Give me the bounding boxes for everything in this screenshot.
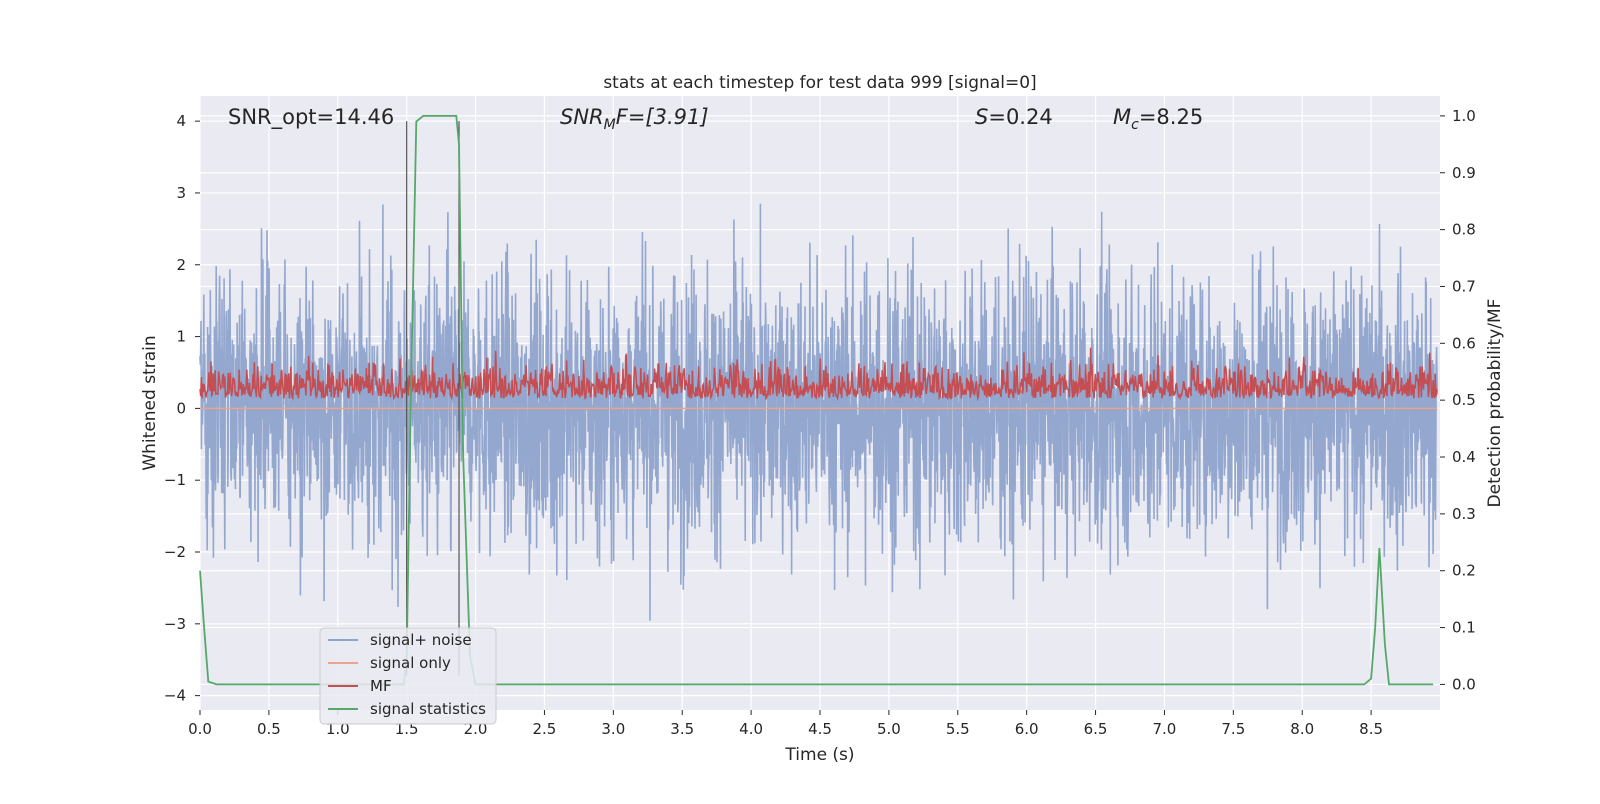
legend-label-signal-statistics: signal statistics xyxy=(370,700,486,718)
y-tick-label-5: −1 xyxy=(164,471,186,489)
x-tick-label-9: 4.5 xyxy=(808,720,832,738)
mc-annotation: Mc=8.25 xyxy=(1113,105,1203,133)
x-tick-label-1: 0.5 xyxy=(257,720,281,738)
mc-value: =8.25 xyxy=(1139,105,1203,129)
legend-label-mf: MF xyxy=(370,677,392,695)
snr-mf-rest: F=[3.91] xyxy=(616,105,709,129)
y2-tick-label-1: 0.9 xyxy=(1452,164,1476,182)
x-tick-label-6: 3.0 xyxy=(601,720,625,738)
y-tick-label-4: 0 xyxy=(176,399,186,417)
snr-mf-annotation: SNRMF=[3.91] xyxy=(560,105,709,133)
y2-tick-label-9: 0.1 xyxy=(1452,619,1476,637)
x-axis-label: Time (s) xyxy=(784,745,854,765)
y-axis-label: Whitened strain xyxy=(140,335,160,470)
x-tick-label-15: 7.5 xyxy=(1221,720,1245,738)
y-tick-label-8: −4 xyxy=(164,687,186,705)
s-annotation: S=0.24 xyxy=(975,105,1053,129)
x-tick-label-11: 5.5 xyxy=(946,720,970,738)
x-tick-label-16: 8.0 xyxy=(1290,720,1314,738)
x-tick-label-13: 6.5 xyxy=(1084,720,1108,738)
snr-mf-main: SNR xyxy=(560,105,604,129)
y-tick-label-6: −2 xyxy=(164,543,186,561)
y2-tick-label-10: 0.0 xyxy=(1452,675,1476,693)
x-tick-label-5: 2.5 xyxy=(533,720,557,738)
y2-tick-label-6: 0.4 xyxy=(1452,448,1476,466)
chart-title: stats at each timestep for test data 999… xyxy=(603,73,1036,93)
x-tick-label-8: 4.0 xyxy=(739,720,763,738)
y2-tick-label-4: 0.6 xyxy=(1452,334,1476,352)
y-tick-labels: 4 3 2 1 0 −1 −2 −3 −4 xyxy=(164,112,200,705)
signal-statistics-series xyxy=(199,115,1434,686)
s-symbol: S xyxy=(975,105,988,129)
y2-tick-label-5: 0.5 xyxy=(1452,391,1476,409)
y2-axis-label: Detection probability/MF xyxy=(1485,299,1505,508)
y2-tick-label-8: 0.2 xyxy=(1452,562,1476,580)
x-tick-label-10: 5.0 xyxy=(877,720,901,738)
y2-tick-label-3: 0.7 xyxy=(1452,277,1476,295)
snr-mf-sub: M xyxy=(604,117,616,133)
x-tick-labels: 0.0 0.5 1.0 1.5 2.0 2.5 3.0 3.5 4.0 4.5 5.0 5.5 6.0 6… xyxy=(188,710,1383,738)
y2-tick-labels: 1.0 0.9 0.8 0.7 0.6 0.5 0.4 0.3 0.2 0.1 0.0 xyxy=(1440,107,1476,693)
vertical-markers xyxy=(406,121,460,676)
x-tick-label-7: 3.5 xyxy=(670,720,694,738)
legend-label-signal-noise: signal+ noise xyxy=(370,631,472,649)
y2-tick-label-0: 1.0 xyxy=(1452,107,1476,125)
y2-tick-label-7: 0.3 xyxy=(1452,505,1476,523)
y2-tick-label-2: 0.8 xyxy=(1452,221,1476,239)
x-tick-label-17: 8.5 xyxy=(1359,720,1383,738)
s-value: =0.24 xyxy=(988,105,1052,129)
x-tick-label-0: 0.0 xyxy=(188,720,212,738)
legend: signal+ noise signal only MF signal stat… xyxy=(319,627,497,725)
y-tick-label-7: −3 xyxy=(164,615,186,633)
signal-statistics-line xyxy=(199,115,1434,686)
x-tick-label-12: 6.0 xyxy=(1015,720,1039,738)
mc-subscript: c xyxy=(1131,117,1139,133)
mc-symbol: M xyxy=(1113,105,1131,129)
y-tick-label-3: 1 xyxy=(176,328,186,346)
legend-box xyxy=(319,627,497,725)
y-tick-label-2: 2 xyxy=(176,256,186,274)
y-tick-label-0: 4 xyxy=(176,112,186,130)
legend-label-signal-only: signal only xyxy=(370,654,451,672)
y-tick-label-1: 3 xyxy=(176,184,186,202)
snr-opt-annotation: SNR_opt=14.46 xyxy=(228,105,394,130)
x-tick-label-14: 7.0 xyxy=(1153,720,1177,738)
